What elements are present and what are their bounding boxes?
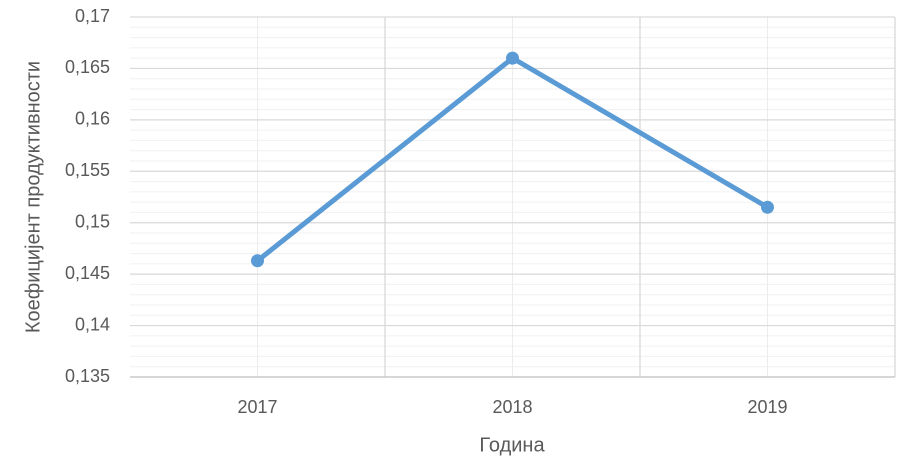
data-point: [251, 254, 264, 268]
y-tick-label: 0,155: [65, 160, 110, 180]
data-point: [761, 200, 774, 214]
y-tick-label: 0,145: [65, 263, 110, 283]
x-tick-label: 2018: [492, 397, 532, 417]
x-tick-label: 2017: [237, 397, 277, 417]
y-tick-label: 0,135: [65, 366, 110, 386]
y-tick-label: 0,14: [75, 314, 110, 334]
y-axis-title: Коефицијент продуктивности: [22, 61, 44, 333]
x-tick-label: 2019: [747, 397, 787, 417]
x-axis-title: Година: [479, 434, 545, 456]
data-point: [506, 51, 519, 65]
y-tick-label: 0,16: [75, 109, 110, 129]
y-tick-label: 0,15: [75, 211, 110, 231]
y-tick-label: 0,17: [75, 6, 110, 26]
y-tick-label: 0,165: [65, 57, 110, 77]
